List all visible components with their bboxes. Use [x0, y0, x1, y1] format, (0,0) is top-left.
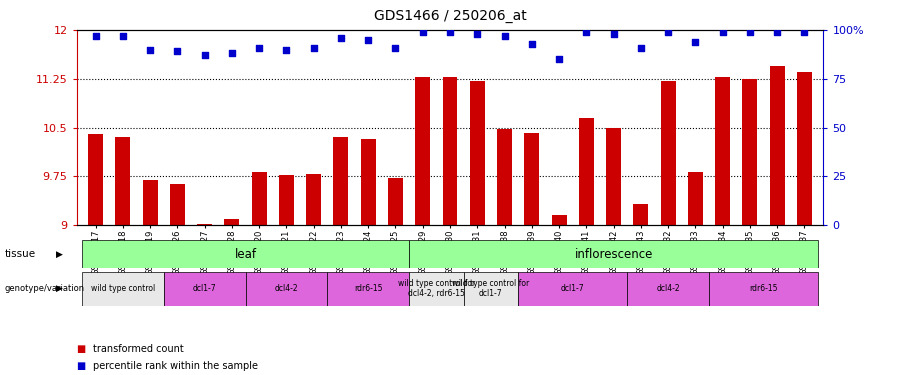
Text: wild type control for
dcl4-2, rdr6-15: wild type control for dcl4-2, rdr6-15 — [398, 279, 475, 298]
Text: wild type control: wild type control — [91, 284, 155, 293]
Point — [143, 46, 157, 53]
Bar — [716, 77, 730, 225]
Point — [388, 45, 402, 51]
Bar — [328, 272, 410, 306]
Point — [252, 45, 266, 51]
Text: rdr6-15: rdr6-15 — [354, 284, 382, 293]
Bar — [709, 272, 818, 306]
Point — [688, 39, 703, 45]
Text: rdr6-15: rdr6-15 — [750, 284, 778, 293]
Point — [661, 29, 675, 35]
Bar — [464, 272, 518, 306]
Text: genotype/variation: genotype/variation — [4, 284, 85, 293]
Bar — [518, 272, 627, 306]
Text: GDS1466 / 250206_at: GDS1466 / 250206_at — [374, 9, 526, 23]
Text: ▶: ▶ — [56, 284, 63, 293]
Bar — [661, 81, 676, 225]
Bar — [388, 177, 403, 225]
Bar — [410, 240, 818, 268]
Point — [279, 46, 293, 53]
Point — [607, 31, 621, 37]
Bar — [525, 133, 539, 225]
Bar — [279, 175, 294, 225]
Bar — [470, 81, 485, 225]
Point — [797, 29, 812, 35]
Bar — [627, 272, 709, 306]
Bar — [796, 72, 812, 225]
Point — [307, 45, 321, 51]
Text: wild type control for
dcl1-7: wild type control for dcl1-7 — [453, 279, 529, 298]
Point — [770, 29, 785, 35]
Bar — [164, 272, 246, 306]
Point — [579, 29, 593, 35]
Text: dcl1-7: dcl1-7 — [193, 284, 216, 293]
Bar — [770, 66, 785, 225]
Point — [334, 35, 348, 41]
Bar — [606, 128, 621, 225]
Point — [416, 29, 430, 35]
Bar — [688, 172, 703, 225]
Text: ▶: ▶ — [56, 250, 63, 259]
Text: transformed count: transformed count — [93, 344, 184, 354]
Bar — [252, 172, 266, 225]
Point — [115, 33, 130, 39]
Bar — [246, 272, 328, 306]
Bar — [82, 240, 409, 268]
Text: percentile rank within the sample: percentile rank within the sample — [93, 361, 257, 370]
Bar — [306, 174, 321, 225]
Point — [470, 31, 484, 37]
Point — [225, 50, 239, 56]
Point — [197, 53, 211, 58]
Bar — [410, 272, 464, 306]
Bar — [415, 77, 430, 225]
Text: ■: ■ — [76, 361, 86, 370]
Point — [361, 37, 375, 43]
Point — [170, 48, 184, 54]
Point — [498, 33, 512, 39]
Point — [525, 40, 539, 46]
Point — [634, 45, 648, 51]
Text: inflorescence: inflorescence — [574, 248, 652, 261]
Text: ■: ■ — [76, 344, 86, 354]
Bar — [334, 136, 348, 225]
Bar — [115, 137, 130, 225]
Point — [443, 29, 457, 35]
Bar — [579, 118, 594, 225]
Bar — [742, 79, 758, 225]
Text: dcl4-2: dcl4-2 — [656, 284, 680, 293]
Bar — [361, 139, 375, 225]
Point — [742, 29, 757, 35]
Point — [88, 33, 103, 39]
Bar — [197, 224, 212, 225]
Text: leaf: leaf — [235, 248, 256, 261]
Text: dcl1-7: dcl1-7 — [561, 284, 584, 293]
Bar — [224, 219, 239, 225]
Point — [716, 29, 730, 35]
Bar — [88, 134, 104, 225]
Bar — [170, 184, 184, 225]
Bar — [142, 180, 157, 225]
Bar — [497, 129, 512, 225]
Point — [552, 56, 566, 62]
Bar — [552, 215, 566, 225]
Bar — [634, 204, 648, 225]
Bar — [82, 272, 164, 306]
Bar — [443, 77, 457, 225]
Text: tissue: tissue — [4, 249, 36, 259]
Text: dcl4-2: dcl4-2 — [274, 284, 298, 293]
